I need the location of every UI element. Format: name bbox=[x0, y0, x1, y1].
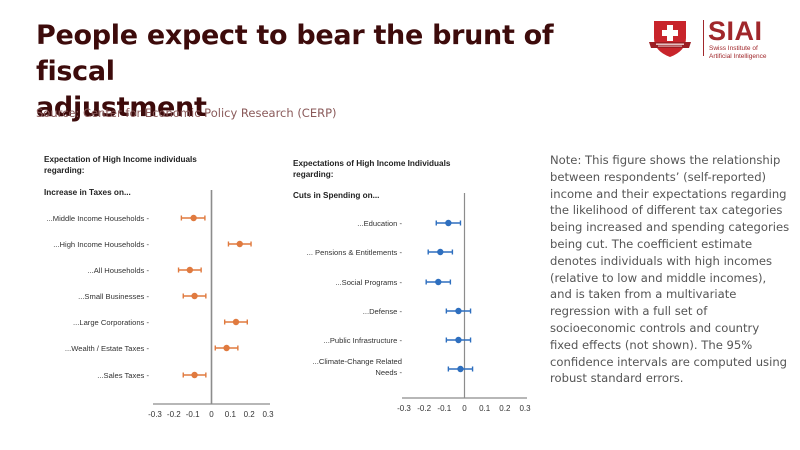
taxes-category-label: ...Small Businesses - bbox=[78, 292, 149, 301]
taxes-estimate-point bbox=[191, 292, 198, 300]
spending-x-tick-label: 0 bbox=[462, 404, 467, 413]
taxes-estimate-point bbox=[223, 344, 230, 352]
spending-x-tick-label: -0.2 bbox=[417, 404, 431, 413]
taxes-category-label: ...All Households - bbox=[87, 266, 149, 275]
spending-estimate-point bbox=[455, 307, 462, 315]
page-title: People expect to bear the brunt of fisca… bbox=[36, 18, 636, 126]
taxes-estimate-point bbox=[232, 318, 240, 326]
logo-subtitle-line-2: Artificial Intelligence bbox=[709, 52, 767, 60]
taxes-category-label: ...High Income Households - bbox=[53, 240, 149, 249]
taxes-x-tick-label: 0.2 bbox=[244, 410, 256, 419]
spending-category-label: ...Public Infrastructure - bbox=[324, 336, 403, 345]
taxes-x-tick-label: 0.1 bbox=[225, 410, 237, 419]
logo-name: SIAI bbox=[708, 16, 763, 46]
spending-category-label: ... Pensions & Entitlements - bbox=[307, 248, 403, 257]
logo-subtitle: Swiss Institute of Artificial Intelligen… bbox=[709, 45, 766, 60]
spending-category-label: ...Climate-Change Related bbox=[313, 357, 402, 366]
spending-x-tick-label: 0.1 bbox=[479, 404, 491, 413]
spending-chart: Expectations of High Income Individuals … bbox=[293, 159, 531, 413]
taxes-x-tick-label: 0 bbox=[209, 410, 214, 419]
spending-category-label: Needs - bbox=[375, 368, 402, 377]
source-caption: Source: Center for Economic Policy Resea… bbox=[36, 106, 337, 120]
taxes-category-label: ...Wealth / Estate Taxes - bbox=[65, 344, 150, 353]
spending-category-label: ...Social Programs - bbox=[335, 278, 402, 287]
spending-chart-title-line-1: Expectations of High Income Individuals bbox=[293, 159, 451, 168]
logo-divider bbox=[703, 20, 704, 56]
spending-x-tick-label: -0.1 bbox=[437, 404, 451, 413]
page-title-line-1: People expect to bear the brunt of fisca… bbox=[36, 20, 554, 87]
spending-category-label: ...Education - bbox=[357, 219, 402, 228]
taxes-x-tick-label: -0.2 bbox=[167, 410, 181, 419]
taxes-chart-title-line-1: Expectation of High Income individuals bbox=[44, 155, 197, 164]
taxes-chart-title-line-2: regarding: bbox=[44, 166, 85, 175]
taxes-chart: Expectation of High Income individuals r… bbox=[44, 155, 274, 419]
siai-logo: SIAI Swiss Institute of Artificial Intel… bbox=[648, 16, 788, 62]
logo-subtitle-line-1: Swiss Institute of bbox=[709, 45, 758, 52]
taxes-estimate-point bbox=[190, 214, 197, 222]
taxes-x-tick-label: -0.1 bbox=[186, 410, 200, 419]
taxes-chart-subtitle: Increase in Taxes on... bbox=[44, 188, 131, 197]
spending-chart-subtitle: Cuts in Spending on... bbox=[293, 191, 379, 200]
spending-x-tick-label: 0.2 bbox=[499, 404, 511, 413]
taxes-category-label: ...Sales Taxes - bbox=[97, 371, 149, 380]
taxes-category-label: ...Large Corporations - bbox=[73, 318, 149, 327]
spending-estimate-point bbox=[457, 365, 464, 373]
spending-estimate-point bbox=[445, 219, 452, 227]
figure-note: Note: This figure shows the relationship… bbox=[550, 153, 790, 386]
taxes-category-label: ...Middle Income Households - bbox=[46, 214, 149, 223]
taxes-estimate-point bbox=[236, 240, 243, 248]
spending-estimate-point bbox=[437, 248, 444, 256]
spending-estimate-point bbox=[455, 336, 462, 344]
page-title-line-2: adjustment bbox=[36, 92, 207, 123]
spending-estimate-point bbox=[435, 278, 442, 286]
taxes-x-tick-label: -0.3 bbox=[148, 410, 162, 419]
spending-chart-title-line-2: regarding: bbox=[293, 170, 334, 179]
spending-x-tick-label: -0.3 bbox=[397, 404, 411, 413]
taxes-x-tick-label: 0.3 bbox=[262, 410, 274, 419]
spending-x-tick-label: 0.3 bbox=[519, 404, 531, 413]
taxes-estimate-point bbox=[191, 371, 198, 379]
swiss-cross-shield-icon bbox=[649, 21, 691, 57]
taxes-estimate-point bbox=[186, 266, 194, 274]
spending-category-label: ...Defense - bbox=[363, 307, 403, 316]
